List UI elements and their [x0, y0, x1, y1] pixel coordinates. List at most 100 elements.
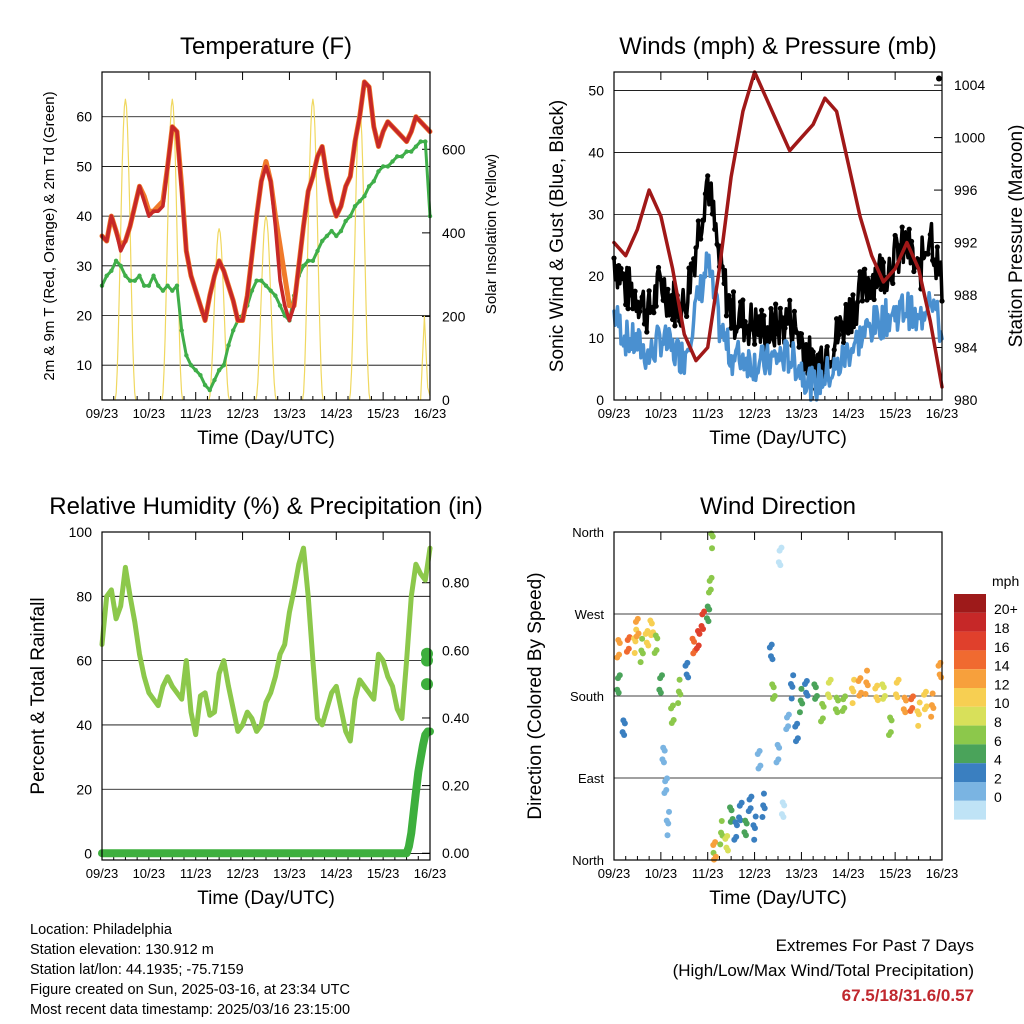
dewpoint-point	[357, 199, 362, 204]
x-tick-label: 16/23	[926, 866, 959, 881]
legend-swatch	[954, 725, 986, 745]
pressure-line	[612, 70, 944, 389]
gust-point	[637, 308, 643, 315]
direction-point	[881, 693, 888, 699]
dewpoint-point	[329, 228, 334, 234]
gust-point	[693, 245, 699, 251]
direction-point	[760, 802, 767, 809]
direction-point	[914, 708, 921, 715]
x-tick-label: 12/23	[226, 866, 259, 881]
plot-frame	[613, 531, 943, 861]
gust-point	[768, 306, 774, 312]
gust-point	[726, 292, 732, 299]
direction-point	[694, 627, 701, 634]
gust-point	[747, 322, 753, 329]
x-tick-label: 16/23	[414, 866, 447, 881]
gust-point	[915, 257, 922, 263]
legend-swatch	[954, 669, 986, 688]
latlon-text: Station lat/lon: 44.1935; -75.7159	[30, 962, 244, 978]
dewpoint-point	[371, 179, 376, 184]
temperature-panel: Temperature (F) 09/23 10/23 11/23 12/23 13/23…	[41, 33, 500, 449]
x-tick-label: 15/23	[879, 866, 912, 881]
x-axis-label: Time (Day/UTC)	[709, 428, 847, 449]
direction-point	[873, 694, 880, 701]
y-tick-label: 0	[596, 392, 604, 408]
direction-point	[658, 672, 665, 679]
dewpoint-point	[263, 283, 269, 288]
gust-point	[733, 328, 739, 335]
gust-point	[751, 341, 758, 347]
gust-point	[684, 313, 690, 319]
gust-point	[838, 319, 844, 326]
y-right-tick-label: 988	[954, 287, 978, 303]
gust-point	[859, 298, 865, 304]
dewpoint-point	[151, 273, 156, 278]
legend-label: 20+	[994, 601, 1018, 617]
direction-point	[619, 729, 626, 736]
dewpoint-point	[390, 159, 395, 164]
y-right-tick-label: 1000	[954, 130, 985, 146]
gust-point	[791, 308, 798, 315]
direction-point	[778, 544, 785, 551]
legend-swatch	[954, 631, 986, 651]
gust-point	[634, 299, 641, 305]
direction-point	[709, 545, 716, 552]
direction-point	[909, 705, 916, 712]
dewpoint-point	[156, 283, 161, 288]
gust-point	[688, 261, 694, 267]
y-tick-label: 20	[76, 781, 92, 797]
y-right-tick-label: 600	[442, 141, 466, 157]
dewpoint-point	[231, 328, 236, 333]
direction-point	[760, 790, 767, 797]
y-tick-label: North	[572, 525, 604, 540]
dewpoint-point	[413, 144, 419, 149]
dewpoint-point	[385, 164, 391, 169]
x-tick-label: 15/23	[879, 406, 912, 421]
gust-point	[721, 280, 727, 287]
dewpoint-point	[226, 343, 231, 348]
gust-point	[901, 236, 908, 242]
direction-point	[803, 678, 810, 685]
direction-point	[813, 693, 820, 699]
direction-point	[874, 682, 881, 689]
y-right-tick-label: 0.60	[442, 642, 469, 658]
dewpoint-point	[118, 263, 123, 269]
gust-point	[780, 315, 786, 321]
y-tick-label: 80	[76, 588, 92, 604]
dewpoint-point	[132, 278, 137, 283]
y-tick-label: 40	[76, 208, 92, 224]
x-tick-label: 16/23	[414, 406, 447, 421]
chart-title: Relative Humidity (%) & Precipitation (i…	[49, 493, 482, 520]
gust-point	[618, 265, 624, 272]
gust-point	[655, 264, 662, 271]
direction-point	[769, 681, 776, 688]
x-tick-label: 14/23	[320, 406, 353, 421]
gust-point	[773, 301, 779, 307]
gust-point	[843, 301, 849, 308]
direction-point	[775, 756, 782, 763]
direction-point	[849, 700, 856, 707]
humidity-precip-panel: Relative Humidity (%) & Precipitation (i…	[28, 493, 483, 909]
legend-swatch	[954, 706, 986, 726]
direction-point	[751, 836, 758, 843]
direction-point	[663, 787, 670, 794]
legend-swatch	[954, 763, 986, 782]
y-tick-label: 20	[76, 308, 92, 324]
direction-point	[788, 695, 795, 702]
dewpoint-point	[376, 169, 381, 174]
gust-point	[850, 292, 856, 298]
y-tick-label: 10	[588, 330, 604, 346]
direction-point	[653, 647, 660, 654]
direction-point	[794, 720, 801, 727]
y-tick-label: 100	[69, 524, 93, 540]
gust-point	[627, 292, 634, 298]
direction-point	[879, 681, 886, 688]
dewpoint-point	[395, 154, 400, 159]
x-tick-label: 09/23	[86, 406, 119, 421]
plot-frame	[101, 531, 431, 861]
direction-point	[647, 617, 654, 624]
dewpoint-point	[273, 293, 278, 298]
direction-point	[842, 693, 849, 700]
gust-point	[639, 294, 645, 300]
